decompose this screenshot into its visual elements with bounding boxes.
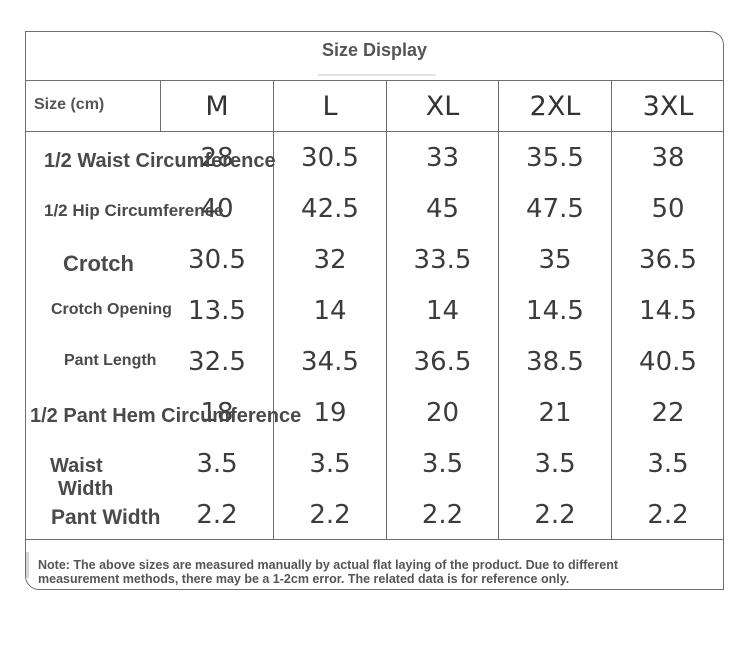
size-header-2xl: 2XL bbox=[529, 90, 581, 122]
table-cell: 2.2 bbox=[647, 500, 689, 530]
table-cell: 33 bbox=[425, 143, 460, 173]
row-label: Crotch Opening bbox=[51, 301, 172, 318]
table-cell: 14.5 bbox=[526, 296, 584, 326]
table-cell: 3.5 bbox=[421, 449, 464, 479]
size-table-frame bbox=[25, 31, 724, 590]
size-header-l: L bbox=[322, 90, 338, 122]
column-divider bbox=[611, 80, 612, 540]
table-cell: 40 bbox=[200, 194, 234, 224]
title-underline bbox=[318, 74, 436, 76]
note-line-1: Note: The above sizes are measured manua… bbox=[38, 558, 618, 572]
size-header-3xl: 3XL bbox=[642, 90, 694, 122]
table-title: Size Display bbox=[321, 40, 428, 60]
row-label: 1/2 Hip Circumference bbox=[44, 201, 224, 220]
table-cell: 2.2 bbox=[309, 500, 351, 530]
column-divider bbox=[160, 80, 161, 131]
table-cell: 30.5 bbox=[301, 143, 359, 173]
header-top-divider bbox=[25, 80, 724, 81]
column-divider bbox=[386, 80, 387, 540]
table-cell: 38 bbox=[651, 143, 685, 173]
table-cell: 36.5 bbox=[639, 245, 697, 275]
row-label-line1: Waist bbox=[50, 455, 103, 477]
size-unit-header: Size (cm) bbox=[34, 96, 105, 113]
table-cell: 36.5 bbox=[413, 347, 472, 377]
table-cell: 18 bbox=[200, 398, 234, 428]
table-cell: 14 bbox=[313, 296, 347, 326]
table-cell: 19 bbox=[313, 398, 347, 428]
table-cell: 32.5 bbox=[188, 347, 246, 377]
table-cell: 35 bbox=[538, 245, 572, 275]
column-divider bbox=[273, 80, 274, 540]
table-cell: 3.5 bbox=[647, 449, 689, 479]
row-label: Pant Length bbox=[64, 352, 157, 369]
header-bottom-divider bbox=[25, 131, 724, 132]
table-cell: 3.5 bbox=[309, 449, 351, 479]
table-cell: 3.5 bbox=[196, 449, 238, 479]
table-cell: 32 bbox=[313, 245, 347, 275]
table-cell: 38.5 bbox=[526, 347, 584, 377]
table-cell: 14.5 bbox=[639, 296, 697, 326]
body-bottom-divider bbox=[25, 539, 724, 540]
table-cell: 50 bbox=[651, 194, 685, 224]
table-cell: 13.5 bbox=[188, 296, 246, 326]
table-cell: 20 bbox=[425, 398, 460, 428]
table-cell: 2.2 bbox=[534, 500, 576, 530]
table-cell: 34.5 bbox=[301, 347, 359, 377]
note-marker bbox=[26, 552, 29, 578]
row-label-line2: Width bbox=[58, 478, 114, 500]
table-cell: 22 bbox=[651, 398, 685, 428]
table-cell: 33.5 bbox=[413, 245, 472, 275]
table-cell: 30.5 bbox=[188, 245, 246, 275]
size-header-xl: XL bbox=[425, 90, 460, 122]
table-cell: 45 bbox=[425, 194, 460, 224]
table-cell: 2.2 bbox=[421, 500, 464, 530]
row-label: Crotch bbox=[63, 251, 134, 276]
column-divider bbox=[498, 80, 499, 540]
row-label: 1/2 Pant Hem Circumference bbox=[30, 405, 302, 427]
row-label: 1/2 Waist Circumference bbox=[44, 150, 276, 172]
table-cell: 42.5 bbox=[301, 194, 359, 224]
table-cell: 28 bbox=[200, 143, 234, 173]
table-cell: 14 bbox=[425, 296, 460, 326]
table-cell: 21 bbox=[538, 398, 572, 428]
table-cell: 35.5 bbox=[526, 143, 584, 173]
table-cell: 2.2 bbox=[196, 500, 238, 530]
size-header-m: M bbox=[205, 90, 229, 122]
row-label: Pant Width bbox=[51, 506, 161, 529]
note-line-2: measurement methods, there may be a 1-2c… bbox=[38, 572, 570, 586]
table-cell: 3.5 bbox=[534, 449, 576, 479]
table-cell: 40.5 bbox=[639, 347, 697, 377]
measurement-note: Note: The above sizes are measured manua… bbox=[38, 558, 748, 586]
table-cell: 47.5 bbox=[526, 194, 584, 224]
